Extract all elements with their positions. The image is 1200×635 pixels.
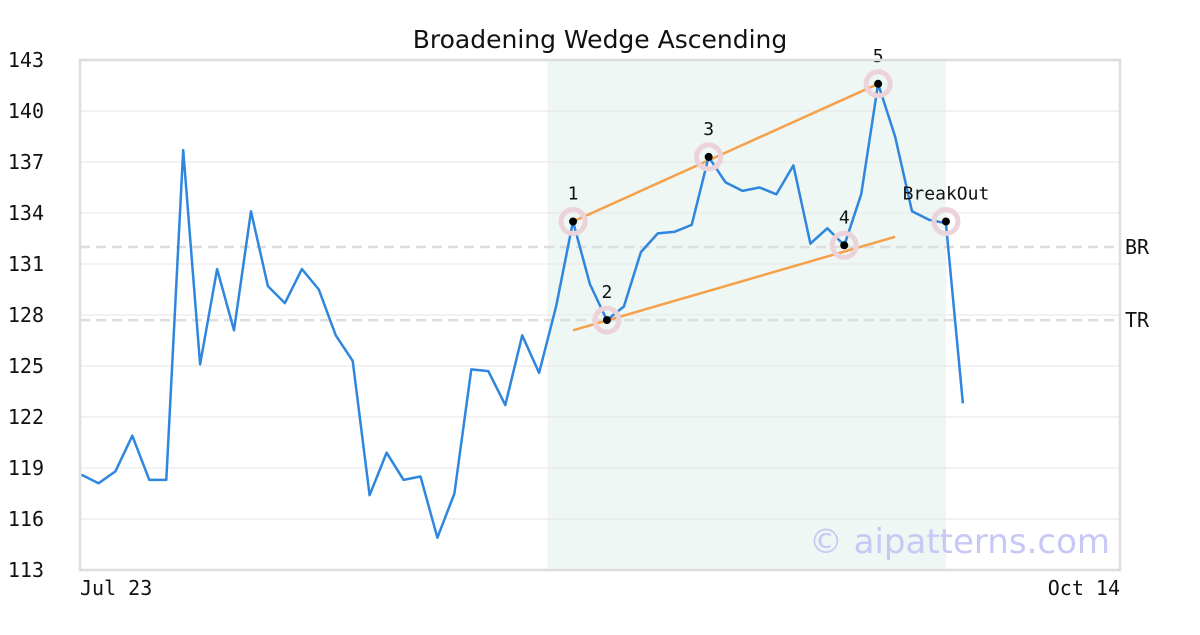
y-tick-label: 137 — [8, 150, 44, 174]
pattern-point-halo — [829, 230, 859, 260]
y-tick-label: 128 — [8, 303, 44, 327]
pattern-point-halo — [592, 305, 622, 335]
y-tick-label: 122 — [8, 405, 44, 429]
trend-lines-layer — [572, 82, 896, 332]
reference-label: TR — [1125, 308, 1150, 332]
plot-frame — [78, 58, 1122, 572]
pattern-point-halo — [558, 207, 588, 236]
series-line — [80, 82, 965, 539]
y-tick-label: 113 — [8, 558, 44, 582]
pattern-point — [941, 217, 950, 226]
y-tick-label: 143 — [8, 48, 44, 72]
pattern-point — [874, 79, 883, 88]
watermark: © aipatterns.com — [809, 522, 1110, 562]
reference-labels: BR TR — [1125, 235, 1150, 332]
pattern-point-label: 5 — [873, 46, 884, 67]
pattern-point-label: BreakOut — [903, 184, 990, 205]
pattern-point — [704, 152, 713, 161]
y-axis-ticks: 113 116 119 122 125 128 131 134 137 140 143 — [8, 48, 44, 582]
pattern-point-label: 1 — [568, 184, 579, 205]
y-tick-label: 140 — [8, 99, 44, 123]
reference-label: BR — [1125, 235, 1150, 259]
y-tick-label: 134 — [8, 201, 44, 225]
series-layer — [80, 82, 965, 539]
y-tick-label: 116 — [8, 507, 44, 531]
y-tick-label: 131 — [8, 252, 44, 276]
chart-title: Broadening Wedge Ascending — [413, 25, 788, 54]
y-tick-label: 125 — [8, 354, 44, 378]
pattern-point — [840, 241, 849, 250]
x-tick-label: Jul 23 — [80, 576, 152, 600]
x-axis-ticks: Jul 23 Oct 14 — [80, 576, 1120, 600]
pattern-point — [569, 217, 578, 226]
pattern-point-halo — [863, 69, 893, 99]
x-tick-label: Oct 14 — [1048, 576, 1120, 600]
pattern-point-label: 3 — [703, 119, 714, 140]
pattern-point-label: 4 — [839, 207, 850, 228]
pattern-point-halo — [694, 142, 724, 172]
pattern-point-halo — [931, 207, 961, 236]
pattern-points-layer: 1 2 3 4 5 BreakOut — [558, 46, 990, 335]
y-tick-label: 119 — [8, 456, 44, 480]
pattern-point — [602, 316, 611, 325]
reference-lines-layer — [80, 245, 1120, 322]
pattern-point-label: 2 — [602, 282, 613, 303]
trend-line — [572, 82, 879, 223]
trend-line — [572, 235, 896, 332]
